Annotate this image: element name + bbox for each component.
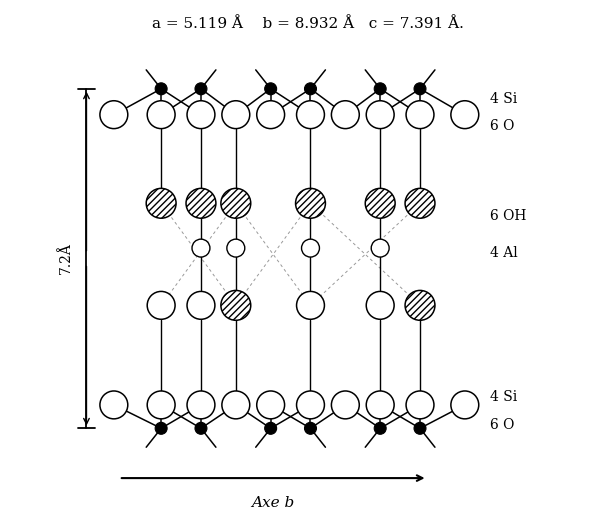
Circle shape xyxy=(221,188,251,218)
Circle shape xyxy=(195,83,207,95)
Circle shape xyxy=(147,101,175,129)
Circle shape xyxy=(405,188,435,218)
Circle shape xyxy=(265,422,277,434)
Circle shape xyxy=(257,101,285,129)
Circle shape xyxy=(221,290,251,320)
Circle shape xyxy=(304,83,317,95)
Circle shape xyxy=(187,101,215,129)
Text: 7.2Å: 7.2Å xyxy=(59,243,73,274)
Text: 6 O: 6 O xyxy=(490,418,514,432)
Circle shape xyxy=(374,422,386,434)
Circle shape xyxy=(146,188,176,218)
Circle shape xyxy=(222,101,249,129)
Circle shape xyxy=(451,101,479,129)
Circle shape xyxy=(187,291,215,319)
Circle shape xyxy=(296,101,325,129)
Circle shape xyxy=(155,422,167,434)
Text: 4 Si: 4 Si xyxy=(490,390,517,404)
Circle shape xyxy=(374,83,386,95)
Circle shape xyxy=(406,101,434,129)
Text: 4 Si: 4 Si xyxy=(490,92,517,106)
Circle shape xyxy=(367,391,394,419)
Circle shape xyxy=(187,391,215,419)
Circle shape xyxy=(296,291,325,319)
Circle shape xyxy=(414,422,426,434)
Circle shape xyxy=(296,391,325,419)
Circle shape xyxy=(155,83,167,95)
Text: a = 5.119 Å    b = 8.932 Å   c = 7.391 Å.: a = 5.119 Å b = 8.932 Å c = 7.391 Å. xyxy=(152,16,464,30)
Circle shape xyxy=(304,422,317,434)
Circle shape xyxy=(451,391,479,419)
Circle shape xyxy=(195,422,207,434)
Circle shape xyxy=(331,101,359,129)
Text: Axe b: Axe b xyxy=(251,495,295,509)
Circle shape xyxy=(265,83,277,95)
Text: 6 OH: 6 OH xyxy=(490,209,526,223)
Circle shape xyxy=(414,83,426,95)
Circle shape xyxy=(147,391,175,419)
Circle shape xyxy=(100,391,128,419)
Circle shape xyxy=(405,290,435,320)
Circle shape xyxy=(367,101,394,129)
Circle shape xyxy=(296,188,325,218)
Circle shape xyxy=(227,239,245,257)
Circle shape xyxy=(331,391,359,419)
Circle shape xyxy=(147,291,175,319)
Circle shape xyxy=(406,391,434,419)
Circle shape xyxy=(371,239,389,257)
Circle shape xyxy=(257,391,285,419)
Circle shape xyxy=(365,188,395,218)
Circle shape xyxy=(186,188,216,218)
Text: 4 Al: 4 Al xyxy=(490,246,517,260)
Circle shape xyxy=(192,239,210,257)
Circle shape xyxy=(301,239,320,257)
Text: 6 O: 6 O xyxy=(490,119,514,133)
Circle shape xyxy=(222,391,249,419)
Circle shape xyxy=(100,101,128,129)
Circle shape xyxy=(367,291,394,319)
